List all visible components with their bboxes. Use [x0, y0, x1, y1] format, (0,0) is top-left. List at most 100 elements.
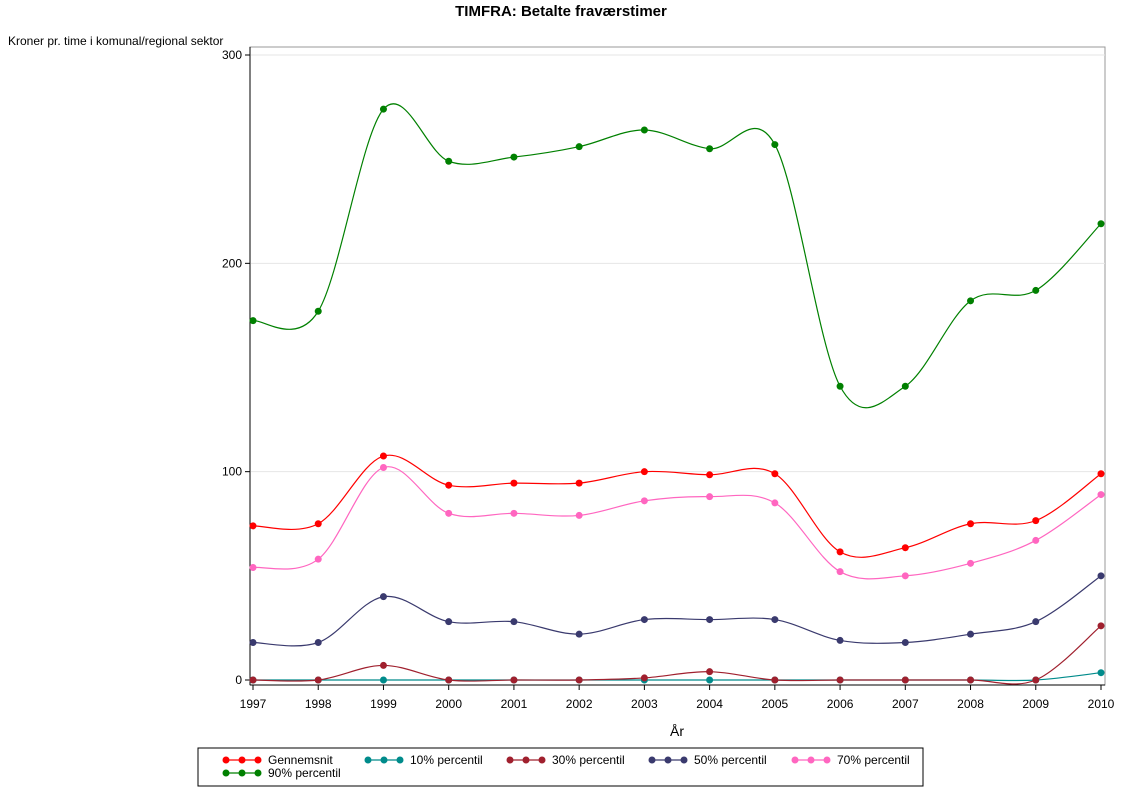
data-point-70-percentil	[249, 564, 257, 571]
data-point-90-percentil	[1032, 286, 1040, 294]
data-point-30-percentil	[314, 676, 322, 684]
x-tick-label: 2010	[1088, 697, 1115, 711]
x-tick-label: 1997	[240, 697, 267, 711]
legend-marker	[254, 756, 262, 764]
data-point-gennemsnit	[379, 452, 387, 460]
legend-box	[197, 747, 924, 787]
data-point-30-percentil	[967, 676, 975, 684]
data-point-70-percentil	[640, 497, 648, 505]
legend-marker	[506, 756, 514, 764]
y-tick-label: 100	[222, 465, 242, 479]
plot-frame	[249, 46, 1106, 686]
y-tick-label: 0	[235, 673, 242, 687]
legend-marker	[396, 756, 404, 764]
data-point-50-percentil	[836, 636, 844, 644]
legend-marker	[807, 756, 815, 764]
legend-marker	[648, 756, 656, 764]
data-point-gennemsnit	[706, 471, 714, 479]
data-point-30-percentil	[836, 676, 844, 684]
legend-marker	[664, 756, 672, 764]
legend-label: Gennemsnit	[268, 753, 333, 767]
data-point-90-percentil	[314, 307, 322, 315]
legend-marker	[254, 769, 262, 777]
data-point-gennemsnit	[249, 522, 257, 530]
legend-item: 50% percentil	[648, 753, 767, 767]
data-point-70-percentil	[379, 464, 387, 471]
data-point-90-percentil	[445, 157, 453, 165]
data-point-30-percentil	[706, 668, 714, 676]
y-axis-label: Kroner pr. time i komunal/regional sekto…	[8, 34, 223, 48]
data-point-90-percentil	[901, 382, 909, 390]
data-point-90-percentil	[379, 105, 387, 113]
data-point-70-percentil	[1032, 536, 1040, 544]
data-point-50-percentil	[445, 618, 453, 626]
data-point-gennemsnit	[771, 470, 779, 478]
data-point-30-percentil	[1032, 676, 1040, 684]
legend-marker	[680, 756, 688, 764]
data-point-90-percentil	[510, 153, 518, 161]
data-point-70-percentil	[1097, 491, 1105, 499]
data-point-50-percentil	[771, 616, 779, 624]
data-point-90-percentil	[967, 297, 975, 305]
data-point-10-percentil	[706, 676, 714, 684]
data-point-70-percentil	[706, 493, 714, 501]
data-point-30-percentil	[445, 676, 453, 684]
data-point-gennemsnit	[314, 520, 322, 528]
legend-marker	[238, 756, 246, 764]
legend-label: 50% percentil	[694, 753, 767, 767]
data-point-50-percentil	[901, 639, 909, 646]
data-point-30-percentil	[575, 676, 583, 684]
data-point-70-percentil	[836, 568, 844, 576]
data-point-90-percentil	[575, 143, 583, 151]
x-tick-label: 1999	[370, 697, 397, 711]
data-point-30-percentil	[249, 676, 257, 684]
data-point-90-percentil	[836, 382, 844, 390]
legend-marker	[222, 756, 230, 764]
data-point-70-percentil	[314, 555, 322, 563]
data-point-30-percentil	[379, 661, 387, 669]
legend-marker	[238, 769, 246, 777]
data-point-gennemsnit	[1097, 470, 1105, 478]
data-point-30-percentil	[771, 676, 779, 684]
data-point-90-percentil	[1097, 220, 1105, 228]
x-tick-label: 2005	[761, 697, 788, 711]
data-point-90-percentil	[706, 145, 714, 153]
data-point-70-percentil	[901, 572, 909, 580]
legend-marker	[823, 756, 831, 764]
data-point-50-percentil	[640, 616, 648, 624]
data-point-10-percentil	[379, 676, 387, 684]
x-axis-label: År	[670, 723, 684, 739]
data-point-30-percentil	[1097, 622, 1105, 630]
data-point-30-percentil	[901, 676, 909, 684]
series-line-90-percentil	[252, 103, 1102, 409]
x-tick-label: 2008	[957, 697, 984, 711]
data-point-50-percentil	[1032, 618, 1040, 626]
legend-marker	[522, 756, 530, 764]
data-point-90-percentil	[640, 126, 648, 134]
data-point-90-percentil	[771, 141, 779, 149]
legend-marker	[538, 756, 546, 764]
legend-marker	[364, 756, 372, 764]
data-point-10-percentil	[1097, 669, 1105, 677]
x-tick-label: 2004	[696, 697, 723, 711]
series-line-gennemsnit	[252, 454, 1102, 558]
x-tick-label: 2006	[827, 697, 854, 711]
y-tick-label: 300	[222, 48, 242, 62]
legend-marker	[791, 756, 799, 764]
data-point-90-percentil	[249, 317, 257, 325]
x-tick-label: 2003	[631, 697, 658, 711]
data-point-30-percentil	[510, 676, 518, 684]
x-tick-label: 2001	[501, 697, 528, 711]
data-point-70-percentil	[445, 509, 453, 517]
legend-item: 90% percentil	[222, 766, 341, 780]
data-point-70-percentil	[771, 499, 779, 507]
data-point-50-percentil	[706, 616, 714, 624]
legend-marker	[380, 756, 388, 764]
data-point-50-percentil	[1097, 572, 1105, 580]
data-point-gennemsnit	[1032, 517, 1040, 525]
y-tick-label: 200	[222, 256, 242, 270]
x-tick-label: 2007	[892, 697, 919, 711]
x-tick-label: 2000	[435, 697, 462, 711]
data-point-70-percentil	[575, 511, 583, 519]
